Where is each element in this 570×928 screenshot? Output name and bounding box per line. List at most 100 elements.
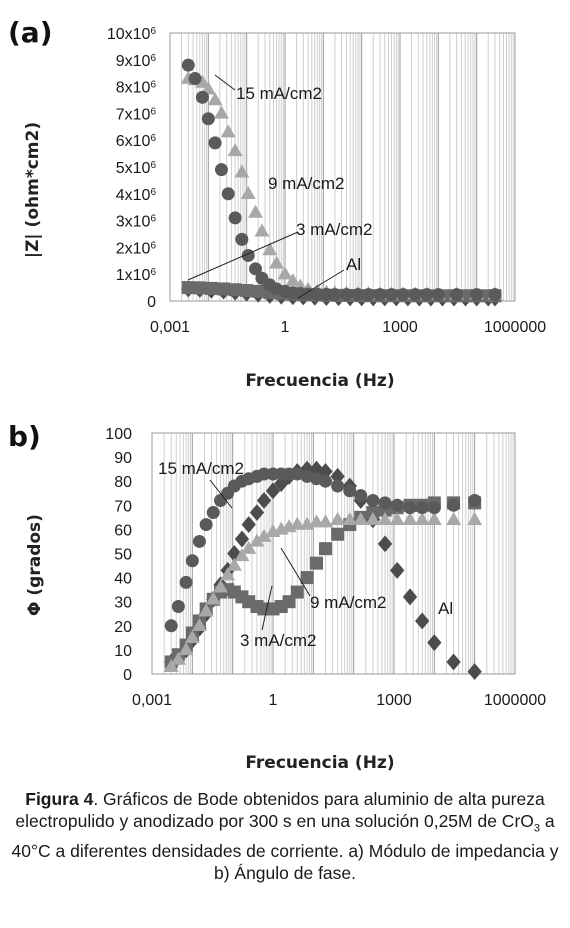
y-tick-label: 3x106 [116,213,157,231]
y-tick-label: 30 [114,595,132,612]
data-point [235,232,249,246]
data-point [415,612,430,630]
figure: (a) |Z| (ohm*cm2) Frecuencia (Hz) 0 1x106… [8,16,546,773]
data-point [361,288,375,302]
data-point [331,527,345,541]
data-point [163,658,179,672]
y-tick-label: 10 [114,643,132,660]
x-tick-label: 1000000 [484,319,546,336]
data-point [227,143,243,157]
data-point [204,281,218,295]
data-point [377,511,393,525]
data-point [300,571,314,585]
data-point [390,498,404,512]
data-point [467,511,483,525]
data-point [402,588,418,606]
data-point [446,511,462,525]
data-point [194,74,210,88]
data-point [390,561,405,579]
data-point [256,528,272,542]
data-point [213,105,229,119]
data-point [470,288,484,302]
data-point [396,288,410,302]
data-point [164,619,178,633]
y-tick-label: 90 [114,450,132,467]
y-tick-label: 2x106 [116,240,157,258]
data-point [353,511,369,525]
y-tick-label: 100 [105,426,132,443]
panel-label-a: (a) [8,16,53,49]
data-point [249,504,265,521]
leader-al-a [297,269,345,299]
leader-3-a [187,231,299,281]
label-3ma-a: 3 mA/cm2 [296,220,373,239]
data-point [248,204,263,218]
data-point [468,493,482,507]
data-point [241,516,256,534]
y-ticks-b: 0 10 20 30 40 50 60 70 80 90 100 [105,426,132,684]
y-tick-label: 9x106 [116,52,157,70]
data-point [208,136,222,150]
y-axis-title-a: |Z| (ohm*cm2) [23,122,43,258]
y-tick-label: 40 [114,571,132,588]
data-point [446,653,461,671]
data-point [181,58,195,72]
data-point [228,211,242,225]
y-tick-label: 1x106 [116,267,157,285]
y-tick-label: 60 [114,522,132,539]
data-point [207,92,223,106]
data-point [318,542,332,556]
data-point [178,642,194,656]
data-point [447,498,461,512]
x-axis-title-a: Frecuencia (Hz) [245,371,394,391]
data-point [408,288,422,302]
data-point [330,511,346,525]
data-point [228,283,242,297]
data-point [241,540,257,554]
data-point [384,288,398,302]
data-point [257,467,271,481]
leader-15-b [209,479,233,509]
x-ticks-b: 0,001 1 1000 1000000 [132,692,546,709]
data-point [188,72,202,86]
data-point [342,511,358,525]
data-point [191,618,207,631]
data-point [195,90,209,104]
data-point [205,591,221,605]
label-3ma-b: 3 mA/cm2 [240,631,317,650]
data-point [310,287,324,301]
x-tick-label: 1000000 [484,692,546,709]
phase-chart: b) Φ (grados) Frecuencia (Hz) 0 10 20 30 40 5… [8,420,546,773]
x-tick-label: 1 [281,319,290,336]
x-tick-label: 0,001 [132,692,172,709]
annotations-b: 15 mA/cm2 9 mA/cm2 3 mA/cm2 Al [158,459,453,650]
y-ticks-a: 0 1x106 2x106 3x106 4x106 5x106 6x106 7x106 8x10… [107,26,157,312]
data-point [328,288,342,302]
data-point [365,511,381,525]
data-point [226,557,242,571]
data-point [309,460,324,478]
data-point [403,501,417,515]
data-point [285,273,301,287]
data-point [198,603,214,617]
y-tick-label: 8x106 [116,79,157,97]
data-point [265,482,281,500]
panel-label-b: b) [8,420,41,453]
label-15ma-a: 15 mA/cm2 [236,84,322,103]
y-tick-label: 0 [123,667,132,684]
data-point [290,585,304,599]
data-point [378,496,392,510]
data-point [351,288,365,302]
caption-subscript: 3 [533,822,541,835]
series-15-ma-cm2 [181,58,502,302]
leader-9-b [280,547,311,597]
y-tick-label: 10x106 [107,26,157,44]
y-tick-label: 0 [147,294,156,311]
data-point [179,575,193,589]
data-point [402,511,418,525]
data-point [269,255,284,269]
data-point [339,288,353,302]
data-point [254,223,270,237]
data-point [256,492,272,509]
data-point [220,124,236,138]
